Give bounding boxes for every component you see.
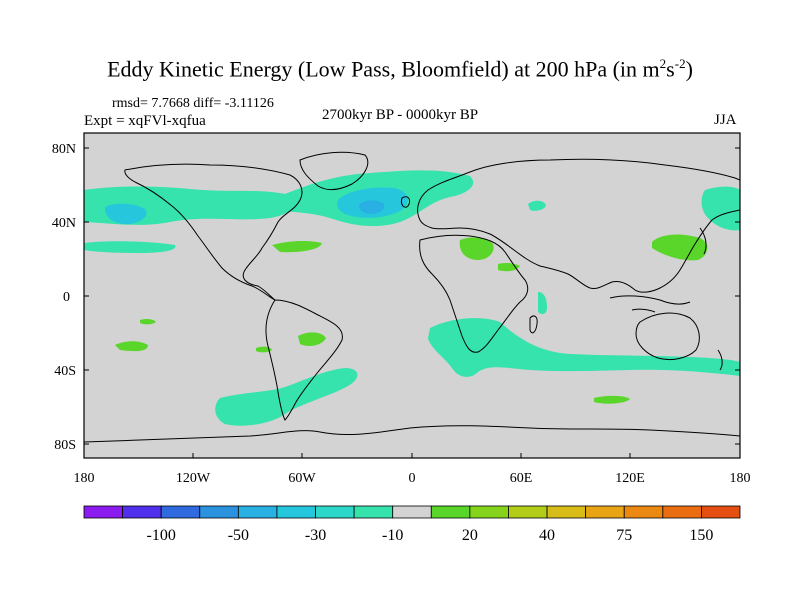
colorbar-swatch xyxy=(122,505,162,519)
region-east-asia-positive xyxy=(652,234,708,261)
colorbar-label: -30 xyxy=(305,527,326,544)
colorbar-swatch xyxy=(701,505,741,519)
coast-british-isles xyxy=(401,196,411,208)
colorbar-swatch xyxy=(508,505,548,519)
colorbar xyxy=(83,505,741,519)
colorbar-swatch xyxy=(585,505,625,519)
lon-label-120e: 120E xyxy=(615,471,645,486)
colorbar-label: -10 xyxy=(382,527,403,544)
colorbar-swatch xyxy=(83,505,123,519)
region-southern-ocean-band xyxy=(428,318,740,377)
region-south-atlantic-band xyxy=(215,368,358,426)
coast-eurasia xyxy=(417,158,740,293)
region-south-pacific-positive-2 xyxy=(256,346,272,353)
lat-label-40s: 40S xyxy=(54,364,76,379)
colorbar-label: 20 xyxy=(462,527,478,544)
coast-indonesia xyxy=(609,295,691,313)
lon-label-60e: 60E xyxy=(510,471,533,486)
lat-ticks xyxy=(84,147,740,445)
chart-title: Eddy Kinetic Energy (Low Pass, Bloomfiel… xyxy=(107,56,693,82)
region-south-africa-tongue xyxy=(538,292,547,315)
colorbar-swatch xyxy=(469,505,509,519)
colorbar-swatch xyxy=(160,505,201,519)
stats-label: rmsd= 7.7668 diff= -3.11126 xyxy=(112,96,274,111)
coast-madagascar xyxy=(529,315,538,334)
coast-south-america xyxy=(265,299,343,421)
colorbar-swatch xyxy=(315,505,355,519)
coastlines xyxy=(84,151,740,443)
season-label: JJA xyxy=(714,112,737,128)
region-east-pacific-tongue xyxy=(84,241,176,253)
lat-label-40n: 40N xyxy=(52,216,76,231)
region-north-pacific-east xyxy=(701,186,740,231)
colorbar-swatch xyxy=(237,505,278,519)
lon-label-60w: 60W xyxy=(288,471,316,486)
colorbar-swatch xyxy=(662,505,702,519)
colorbar-labels: -100 -50 -30 -10 20 40 75 150 xyxy=(147,527,714,544)
coast-australia xyxy=(635,312,700,361)
region-arabia-positive xyxy=(498,262,520,272)
colorbar-swatch xyxy=(392,505,432,519)
coast-antarctica xyxy=(84,425,740,443)
lon-label-180w: 180 xyxy=(74,471,95,486)
region-indian-ocean-positive xyxy=(594,395,630,404)
coast-greenland xyxy=(299,151,369,191)
region-south-atlantic-positive xyxy=(298,332,326,346)
lon-label-120w: 120W xyxy=(176,471,211,486)
lat-label-80n: 80N xyxy=(52,142,76,157)
colorbar-label: -50 xyxy=(228,527,249,544)
region-north-africa-positive xyxy=(459,237,494,260)
colorbar-swatch xyxy=(353,505,394,519)
coast-japan xyxy=(699,227,707,255)
region-north-atlantic-center xyxy=(359,200,385,214)
region-north-sea-patch xyxy=(528,200,546,211)
coast-new-zealand xyxy=(717,349,723,371)
colorbar-swatch xyxy=(276,505,316,519)
coast-africa xyxy=(419,234,529,353)
colorbar-label: 150 xyxy=(689,527,713,544)
region-north-pacific-core xyxy=(104,203,147,225)
lat-label-80s: 80S xyxy=(54,438,76,453)
colorbar-swatch xyxy=(546,505,587,519)
experiment-label: Expt = xqFVl-xqfua xyxy=(84,113,206,129)
colorbar-swatch xyxy=(430,505,471,519)
colorbar-swatch xyxy=(623,505,664,519)
period-label: 2700kyr BP - 0000kyr BP xyxy=(322,107,479,123)
colorbar-label: 40 xyxy=(539,527,555,544)
coast-north-america xyxy=(124,163,303,301)
lat-label-0: 0 xyxy=(63,290,70,305)
lon-label-180e: 180 xyxy=(730,471,751,486)
colorbar-label: -100 xyxy=(147,527,176,544)
region-small-positive xyxy=(140,318,156,325)
colorbar-swatch xyxy=(199,505,239,519)
region-south-pacific-positive xyxy=(115,341,148,352)
colorbar-label: 75 xyxy=(616,527,632,544)
lon-ticks xyxy=(192,453,631,458)
region-atlantic-positive xyxy=(272,240,322,253)
lon-label-0: 0 xyxy=(409,471,416,486)
